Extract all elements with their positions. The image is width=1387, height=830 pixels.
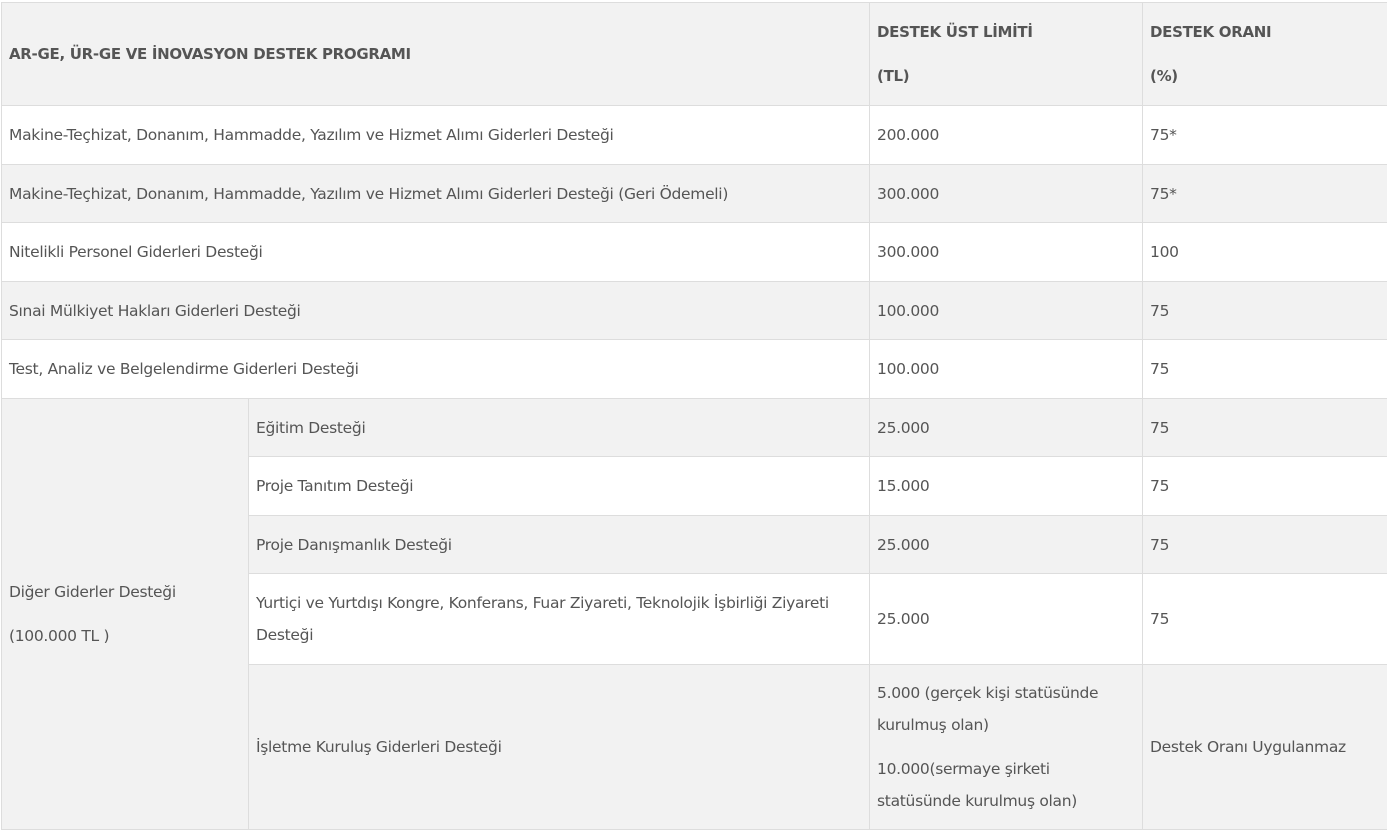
row-limit: 25.000 (870, 399, 1143, 457)
row-rate: 75* (1143, 106, 1387, 165)
limit-natural-person: 5.000 (gerçek kişi statüsünde kurulmuş o… (877, 677, 1135, 741)
table-row: Diğer Giderler Desteği (100.000 TL ) Eği… (2, 399, 1387, 457)
table-row: Makine-Teçhizat, Donanım, Hammadde, Yazı… (2, 165, 1387, 223)
row-limit: 15.000 (870, 457, 1143, 516)
other-title: Diğer Giderler Desteği (9, 576, 241, 608)
table-header-row: AR-GE, ÜR-GE VE İNOVASYON DESTEK PROGRAM… (2, 3, 1387, 106)
limit-company: 10.000(sermaye şirketi statüsünde kurulm… (877, 753, 1135, 817)
table-row: Nitelikli Personel Giderleri Desteği 300… (2, 223, 1387, 282)
row-name: Makine-Teçhizat, Donanım, Hammadde, Yazı… (2, 106, 870, 165)
row-rate: 75 (1143, 574, 1387, 665)
other-expenses-group: Diğer Giderler Desteği (100.000 TL ) (2, 399, 249, 830)
row-rate: Destek Oranı Uygulanmaz (1143, 665, 1387, 830)
row-rate: 75 (1143, 282, 1387, 340)
row-name: Makine-Teçhizat, Donanım, Hammadde, Yazı… (2, 165, 870, 223)
row-limit: 300.000 (870, 165, 1143, 223)
row-limit: 200.000 (870, 106, 1143, 165)
row-rate: 75 (1143, 516, 1387, 574)
header-limit: DESTEK ÜST LİMİTİ(TL) (870, 3, 1143, 106)
row-limit: 100.000 (870, 282, 1143, 340)
row-name: Eğitim Desteği (249, 399, 870, 457)
row-name: Yurtiçi ve Yurtdışı Kongre, Konferans, F… (249, 574, 870, 665)
row-limit: 25.000 (870, 516, 1143, 574)
table-row: Test, Analiz ve Belgelendirme Giderleri … (2, 340, 1387, 399)
other-subtitle: (100.000 TL ) (9, 620, 241, 652)
row-rate: 75 (1143, 399, 1387, 457)
header-rate: DESTEK ORANI(%) (1143, 3, 1387, 106)
table-row: Sınai Mülkiyet Hakları Giderleri Desteği… (2, 282, 1387, 340)
row-rate: 75* (1143, 165, 1387, 223)
table-row: Makine-Teçhizat, Donanım, Hammadde, Yazı… (2, 106, 1387, 165)
row-name: Test, Analiz ve Belgelendirme Giderleri … (2, 340, 870, 399)
row-rate: 100 (1143, 223, 1387, 282)
row-limit: 100.000 (870, 340, 1143, 399)
row-name: Sınai Mülkiyet Hakları Giderleri Desteği (2, 282, 870, 340)
row-name: Proje Tanıtım Desteği (249, 457, 870, 516)
row-limit: 5.000 (gerçek kişi statüsünde kurulmuş o… (870, 665, 1143, 830)
row-name: Proje Danışmanlık Desteği (249, 516, 870, 574)
row-limit: 25.000 (870, 574, 1143, 665)
row-name: Nitelikli Personel Giderleri Desteği (2, 223, 870, 282)
header-program: AR-GE, ÜR-GE VE İNOVASYON DESTEK PROGRAM… (2, 3, 870, 106)
row-name: İşletme Kuruluş Giderleri Desteği (249, 665, 870, 830)
row-limit: 300.000 (870, 223, 1143, 282)
row-rate: 75 (1143, 457, 1387, 516)
row-rate: 75 (1143, 340, 1387, 399)
